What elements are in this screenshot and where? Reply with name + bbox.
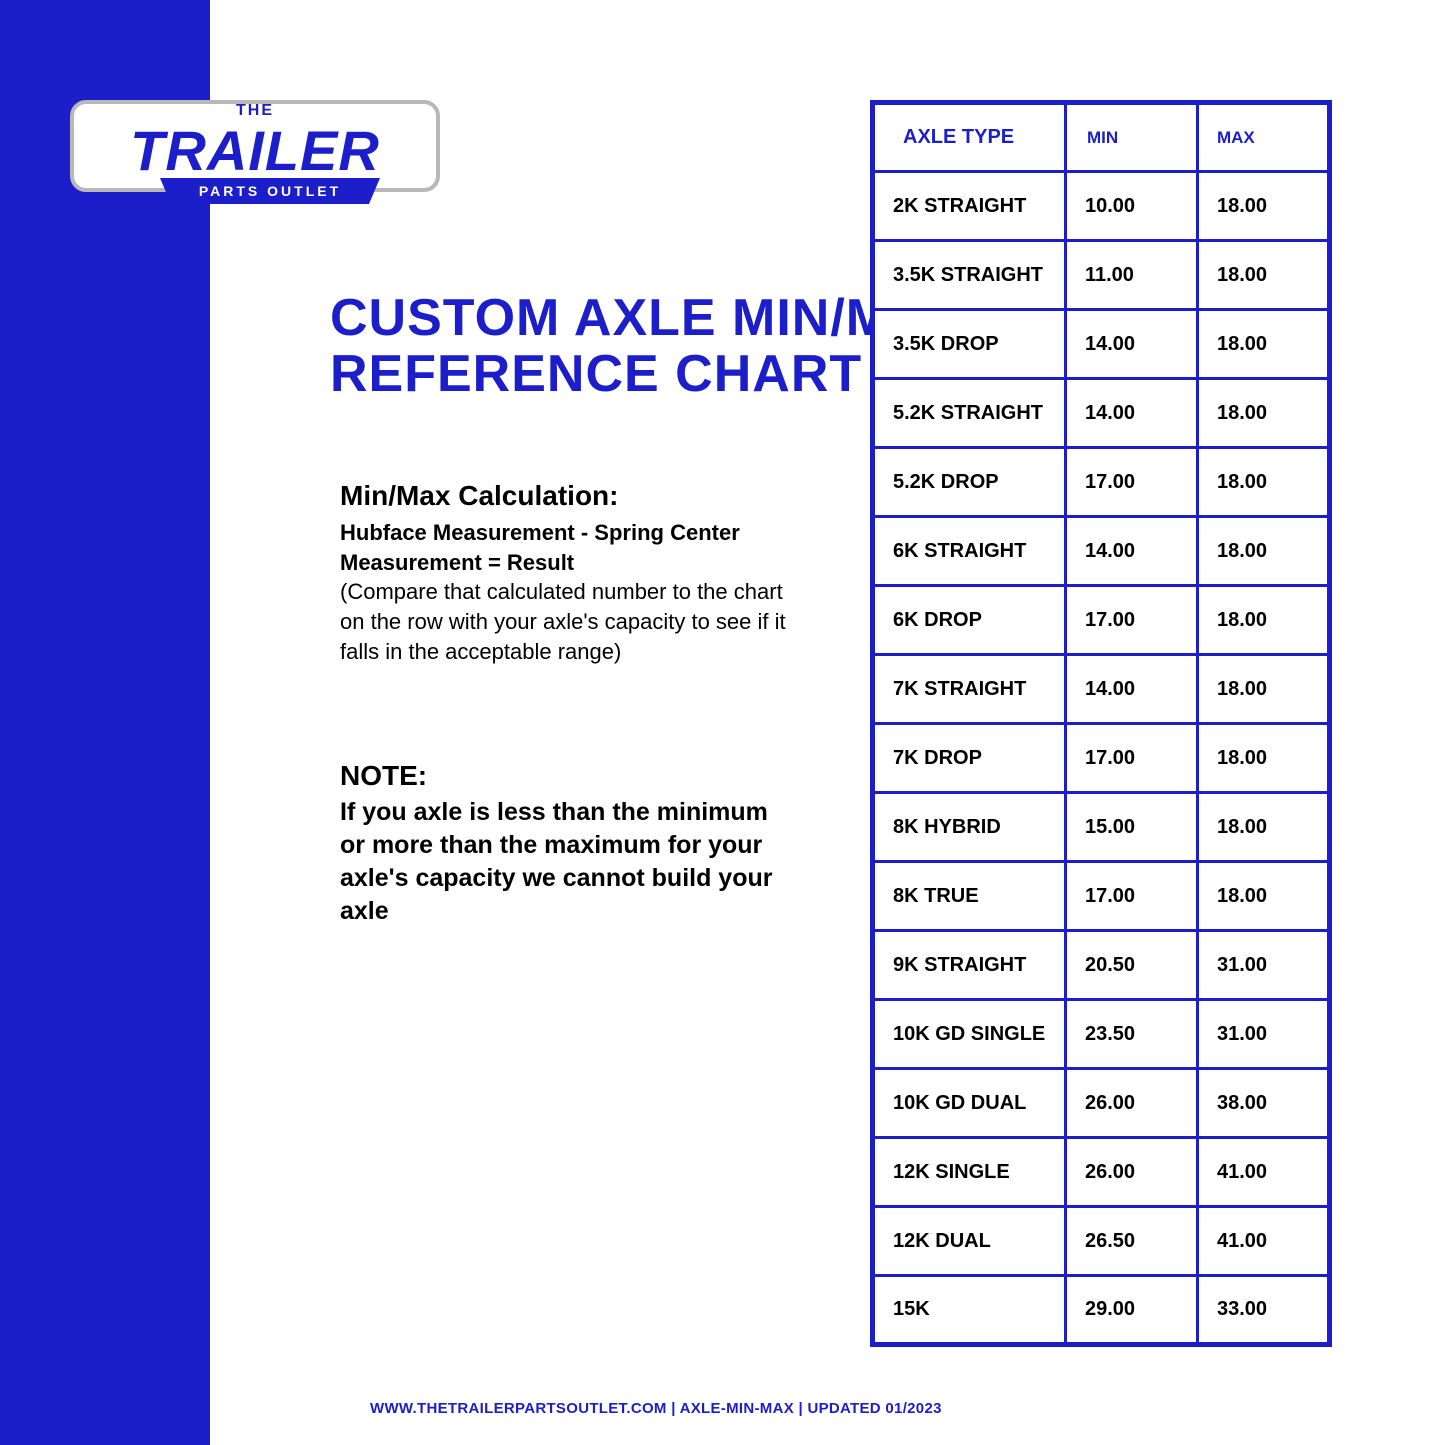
cell-axle-type: 7K DROP <box>873 724 1066 793</box>
table-row: 9K STRAIGHT20.5031.00 <box>873 931 1330 1000</box>
cell-min: 14.00 <box>1065 379 1197 448</box>
note-heading: NOTE: <box>340 760 780 792</box>
cell-max: 18.00 <box>1197 862 1329 931</box>
cell-max: 31.00 <box>1197 931 1329 1000</box>
cell-axle-type: 3.5K STRAIGHT <box>873 241 1066 310</box>
cell-min: 14.00 <box>1065 517 1197 586</box>
cell-axle-type: 9K STRAIGHT <box>873 931 1066 1000</box>
table-row: 7K DROP17.0018.00 <box>873 724 1330 793</box>
cell-min: 29.00 <box>1065 1276 1197 1345</box>
cell-axle-type: 10K GD SINGLE <box>873 1000 1066 1069</box>
logo-sub: PARTS OUTLET <box>199 183 341 199</box>
logo-main: TRAILER <box>70 118 440 183</box>
cell-min: 17.00 <box>1065 862 1197 931</box>
cell-max: 18.00 <box>1197 586 1329 655</box>
col-header-max: MAX <box>1197 103 1329 172</box>
table-row: 12K DUAL26.5041.00 <box>873 1207 1330 1276</box>
cell-max: 41.00 <box>1197 1207 1329 1276</box>
cell-min: 17.00 <box>1065 448 1197 517</box>
cell-min: 11.00 <box>1065 241 1197 310</box>
cell-max: 18.00 <box>1197 172 1329 241</box>
cell-max: 18.00 <box>1197 241 1329 310</box>
cell-min: 26.50 <box>1065 1207 1197 1276</box>
cell-max: 33.00 <box>1197 1276 1329 1345</box>
title-line2: REFERENCE CHART <box>330 345 862 403</box>
cell-min: 20.50 <box>1065 931 1197 1000</box>
table-row: 10K GD SINGLE23.5031.00 <box>873 1000 1330 1069</box>
cell-axle-type: 6K STRAIGHT <box>873 517 1066 586</box>
cell-max: 18.00 <box>1197 448 1329 517</box>
table-row: 3.5K STRAIGHT11.0018.00 <box>873 241 1330 310</box>
logo-subbar: PARTS OUTLET <box>160 178 380 204</box>
cell-max: 18.00 <box>1197 793 1329 862</box>
table-row: 12K SINGLE26.0041.00 <box>873 1138 1330 1207</box>
cell-min: 26.00 <box>1065 1069 1197 1138</box>
col-header-min: MIN <box>1065 103 1197 172</box>
cell-min: 15.00 <box>1065 793 1197 862</box>
table-row: 7K STRAIGHT14.0018.00 <box>873 655 1330 724</box>
cell-axle-type: 5.2K STRAIGHT <box>873 379 1066 448</box>
cell-min: 10.00 <box>1065 172 1197 241</box>
cell-axle-type: 8K TRUE <box>873 862 1066 931</box>
cell-axle-type: 8K HYBRID <box>873 793 1066 862</box>
cell-max: 31.00 <box>1197 1000 1329 1069</box>
table-row: 3.5K DROP14.0018.00 <box>873 310 1330 379</box>
cell-axle-type: 2K STRAIGHT <box>873 172 1066 241</box>
table-row: 6K DROP17.0018.00 <box>873 586 1330 655</box>
table-header-row: AXLE TYPE MIN MAX <box>873 103 1330 172</box>
cell-max: 18.00 <box>1197 724 1329 793</box>
cell-max: 38.00 <box>1197 1069 1329 1138</box>
cell-min: 14.00 <box>1065 655 1197 724</box>
calc-paren: (Compare that calculated number to the c… <box>340 577 800 666</box>
table-row: 8K HYBRID15.0018.00 <box>873 793 1330 862</box>
table-row: 15K29.0033.00 <box>873 1276 1330 1345</box>
cell-axle-type: 15K <box>873 1276 1066 1345</box>
cell-max: 18.00 <box>1197 655 1329 724</box>
cell-max: 18.00 <box>1197 517 1329 586</box>
cell-axle-type: 6K DROP <box>873 586 1066 655</box>
cell-axle-type: 12K DUAL <box>873 1207 1066 1276</box>
cell-min: 14.00 <box>1065 310 1197 379</box>
cell-min: 17.00 <box>1065 724 1197 793</box>
table-row: 8K TRUE17.0018.00 <box>873 862 1330 931</box>
cell-axle-type: 3.5K DROP <box>873 310 1066 379</box>
cell-max: 18.00 <box>1197 310 1329 379</box>
cell-min: 23.50 <box>1065 1000 1197 1069</box>
cell-min: 17.00 <box>1065 586 1197 655</box>
table-row: 2K STRAIGHT10.0018.00 <box>873 172 1330 241</box>
col-header-type: AXLE TYPE <box>873 103 1066 172</box>
cell-axle-type: 5.2K DROP <box>873 448 1066 517</box>
table-row: 6K STRAIGHT14.0018.00 <box>873 517 1330 586</box>
note-block: NOTE: If you axle is less than the minim… <box>340 760 780 928</box>
calc-heading: Min/Max Calculation: <box>340 480 800 512</box>
axle-table: AXLE TYPE MIN MAX 2K STRAIGHT10.0018.003… <box>870 100 1332 1347</box>
calc-block: Min/Max Calculation: Hubface Measurement… <box>340 480 800 666</box>
table-row: 10K GD DUAL26.0038.00 <box>873 1069 1330 1138</box>
cell-max: 18.00 <box>1197 379 1329 448</box>
cell-axle-type: 10K GD DUAL <box>873 1069 1066 1138</box>
logo: THE TRAILER PARTS OUTLET <box>70 100 440 210</box>
footer: WWW.THETRAILERPARTSOUTLET.COM | AXLE-MIN… <box>370 1400 942 1417</box>
table-row: 5.2K DROP17.0018.00 <box>873 448 1330 517</box>
cell-max: 41.00 <box>1197 1138 1329 1207</box>
table-row: 5.2K STRAIGHT14.0018.00 <box>873 379 1330 448</box>
cell-axle-type: 12K SINGLE <box>873 1138 1066 1207</box>
note-body: If you axle is less than the minimum or … <box>340 796 780 928</box>
left-blue-stripe <box>0 0 210 1445</box>
cell-axle-type: 7K STRAIGHT <box>873 655 1066 724</box>
cell-min: 26.00 <box>1065 1138 1197 1207</box>
calc-formula: Hubface Measurement - Spring Center Meas… <box>340 518 800 577</box>
